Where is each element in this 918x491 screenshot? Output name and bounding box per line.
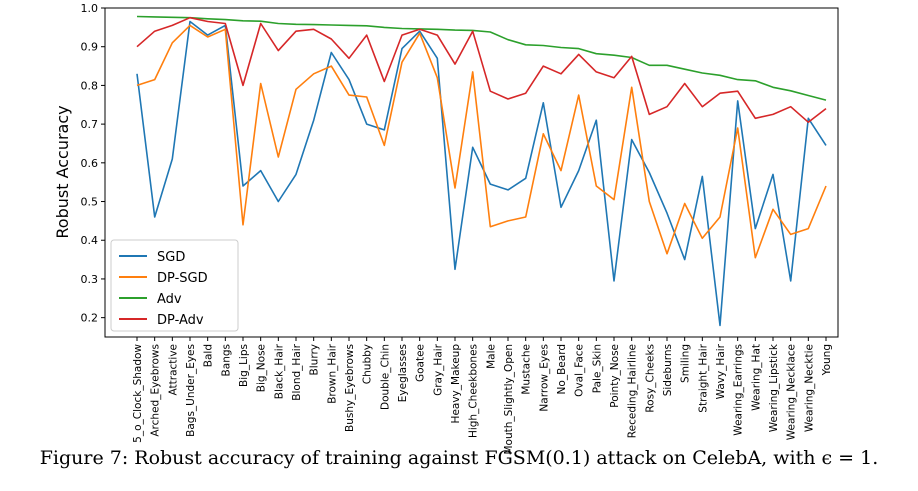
x-tick-label: Brown_Hair bbox=[326, 343, 338, 403]
x-tick-label: 5_o_Clock_Shadow bbox=[132, 344, 144, 443]
y-tick-label: 0.6 bbox=[81, 157, 99, 170]
legend-label: SGD bbox=[157, 250, 185, 265]
x-tick-label: Straight_Hair bbox=[697, 343, 709, 412]
x-tick-label: No_Beard bbox=[556, 344, 568, 394]
plot-frame bbox=[104, 7, 839, 338]
x-tick-label: Blurry bbox=[309, 344, 321, 375]
figure-caption: Figure 7: Robust accuracy of training ag… bbox=[39, 447, 879, 469]
x-tick-label: Pale_Skin bbox=[591, 344, 603, 393]
x-tick-label: Rosy_Cheeks bbox=[644, 344, 656, 413]
legend-label: DP-SGD bbox=[157, 271, 208, 286]
x-tick-label: High_Cheekbones bbox=[468, 344, 480, 438]
x-tick-label: Bags_Under_Eyes bbox=[185, 344, 197, 437]
x-tick-label: Wearing_Hat bbox=[750, 344, 762, 411]
x-tick-label: Blond_Hair bbox=[291, 343, 303, 400]
series-line-sgd bbox=[136, 20, 827, 327]
x-tick-label: Bushy_Eyebrows bbox=[344, 344, 356, 432]
x-tick-label: Arched_Eyebrows bbox=[150, 344, 162, 437]
y-tick-label: 0.3 bbox=[81, 273, 99, 286]
legend-label: Adv bbox=[157, 292, 182, 307]
x-tick-label: Wearing_Lipstick bbox=[768, 343, 780, 432]
y-tick-label: 1.0 bbox=[81, 2, 99, 15]
y-axis-label: Robust Accuracy bbox=[53, 105, 72, 238]
y-tick-label: 0.4 bbox=[81, 234, 99, 247]
y-tick-label: 0.2 bbox=[81, 312, 99, 325]
x-tick-label: Wavy_Hair bbox=[715, 343, 727, 399]
x-tick-label: Mouth_Slightly_Open bbox=[503, 344, 515, 455]
y-tick-label: 0.9 bbox=[81, 41, 99, 54]
x-tick-label: Heavy_Makeup bbox=[450, 344, 462, 424]
x-tick-label: Eyeglasses bbox=[397, 344, 409, 402]
x-tick-label: Bangs bbox=[220, 344, 232, 376]
x-tick-label: Big_Nose bbox=[256, 344, 268, 392]
x-tick-label: Smiling bbox=[680, 344, 692, 383]
y-tick-label: 0.5 bbox=[81, 196, 99, 209]
series-line-dp-sgd bbox=[136, 24, 827, 259]
x-tick-label: Big_Lips bbox=[238, 344, 250, 387]
x-tick-label: Oval_Face bbox=[574, 344, 586, 397]
series-lines bbox=[136, 15, 827, 327]
x-tick-label: Bald bbox=[203, 344, 215, 367]
x-tick-label: Narrow_Eyes bbox=[538, 344, 550, 412]
x-tick-label: Male bbox=[485, 344, 497, 369]
x-tick-label: Young bbox=[821, 344, 833, 376]
y-tick-label: 0.8 bbox=[81, 79, 99, 92]
series-line-adv bbox=[136, 15, 827, 101]
legend-label: DP-Adv bbox=[157, 313, 204, 328]
x-tick-label: Gray_Hair bbox=[432, 343, 444, 396]
x-tick-label: Attractive bbox=[167, 344, 179, 395]
x-tick-label: Chubby bbox=[362, 344, 374, 384]
legend-box bbox=[110, 239, 239, 332]
x-tick-label: Double_Chin bbox=[379, 344, 391, 410]
x-tick-label: Pointy_Nose bbox=[609, 344, 621, 408]
legend: SGD DP-SGD Adv DP-Adv bbox=[110, 239, 239, 332]
x-tick-label: Wearing_Necklace bbox=[786, 344, 798, 440]
x-tick-label: Goatee bbox=[415, 344, 427, 382]
x-tick-label: Wearing_Earrings bbox=[733, 344, 745, 436]
x-tick-label: Black_Hair bbox=[273, 343, 285, 399]
series-line-dp-adv bbox=[136, 16, 827, 123]
x-tick-labels: 5_o_Clock_Shadow Arched_Eyebrows Attractiv… bbox=[132, 337, 833, 455]
y-tick-label: 0.7 bbox=[81, 118, 99, 131]
x-tick-label: Mustache bbox=[521, 344, 533, 395]
x-tick-label: Wearing_Necktie bbox=[803, 344, 815, 432]
x-tick-label: Receding_Hairline bbox=[627, 344, 639, 438]
x-tick-label: Sideburns bbox=[662, 344, 674, 396]
y-tick-labels: 0.2 0.3 0.4 0.5 0.6 0.7 0.8 0.9 1.0 bbox=[81, 2, 105, 325]
